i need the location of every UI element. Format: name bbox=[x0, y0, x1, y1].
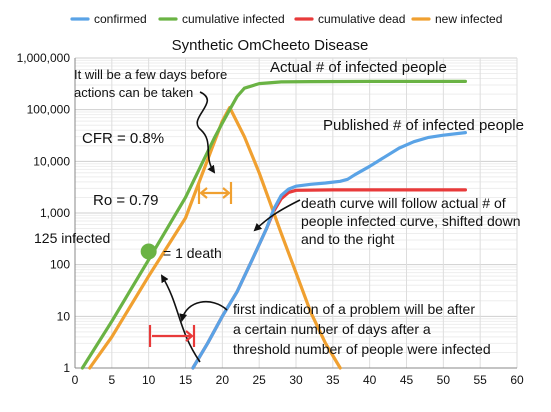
annotation-125-infected: 125 infected bbox=[34, 230, 110, 246]
annotation-first-indication-line3: threshold number of people were infected bbox=[233, 341, 491, 357]
x-tick-label: 10 bbox=[142, 373, 156, 387]
annotation-actual-infected: Actual # of infected people bbox=[270, 59, 447, 76]
x-tick-label: 50 bbox=[437, 373, 451, 387]
y-tick-label: 1,000,000 bbox=[17, 51, 71, 65]
arrow-to-infected-marker bbox=[160, 274, 201, 363]
series-line-new-infected bbox=[88, 105, 342, 370]
y-tick-label: 1 bbox=[63, 361, 70, 375]
legend-label: cumulative infected bbox=[182, 12, 285, 26]
x-tick-label: 40 bbox=[363, 373, 377, 387]
x-tick-label: 15 bbox=[179, 373, 193, 387]
delay-bracket bbox=[197, 182, 233, 204]
x-tick-label: 60 bbox=[510, 373, 524, 387]
annotation-death-curve-line2: people infected curve, shifted down bbox=[301, 213, 520, 229]
arrow-to-death-curve bbox=[253, 199, 301, 232]
y-tick-label: 100,000 bbox=[27, 103, 71, 117]
x-tick-label: 35 bbox=[326, 373, 340, 387]
y-tick-label: 1,000 bbox=[40, 206, 70, 220]
chart-title: Synthetic OmCheeto Disease bbox=[172, 37, 369, 54]
arrow-to-delay-bracket bbox=[196, 91, 216, 174]
legend: confirmed cumulative infected cumulative d… bbox=[70, 12, 502, 26]
y-tick-label: 100 bbox=[50, 258, 70, 272]
y-tick-label: 10 bbox=[57, 309, 71, 323]
annotation-published-infected: Published # of infected people bbox=[323, 117, 524, 134]
annotation-first-indication-line2: a certain number of days after a bbox=[233, 321, 431, 337]
legend-label: new infected bbox=[435, 12, 502, 26]
legend-label: cumulative dead bbox=[318, 12, 405, 26]
series-layer bbox=[80, 79, 467, 370]
annotation-death-curve-line3: and to the right bbox=[301, 231, 395, 247]
annotation-death-curve-line1: death curve will follow actual # of bbox=[301, 195, 506, 211]
annotation-days-before: It will be a few days before actions can… bbox=[74, 67, 227, 100]
x-tick-label: 30 bbox=[289, 373, 303, 387]
y-tick-label: 10,000 bbox=[33, 154, 70, 168]
x-tick-label: 25 bbox=[252, 373, 266, 387]
annotation-arrows bbox=[160, 91, 301, 363]
annotation-first-indication: first indication of a problem will be af… bbox=[233, 301, 491, 357]
annotation-death-curve: death curve will follow actual # of peop… bbox=[301, 195, 520, 247]
arrow-to-threshold-bracket bbox=[179, 301, 228, 322]
annotation-cfr: CFR = 0.8% bbox=[82, 130, 164, 147]
infected-threshold-marker bbox=[140, 243, 157, 260]
x-tick-label: 20 bbox=[216, 373, 230, 387]
axes: 1 10 100 1,000 10,000 100,000 1,000,000 0 5 10 15 2… bbox=[17, 51, 524, 387]
annotation-days-before-line1: It will be a few days before bbox=[74, 67, 227, 82]
legend-label: confirmed bbox=[94, 12, 147, 26]
annotation-first-indication-line1: first indication of a problem will be af… bbox=[233, 301, 475, 317]
annotation-days-before-line2: actions can be taken bbox=[74, 85, 193, 100]
series-line-confirmed bbox=[191, 131, 467, 370]
annotation-ro: Ro = 0.79 bbox=[93, 192, 158, 209]
x-tick-label: 55 bbox=[473, 373, 487, 387]
x-tick-label: 0 bbox=[72, 373, 79, 387]
annotation-one-death: = 1 death bbox=[163, 245, 222, 261]
x-tick-label: 5 bbox=[108, 373, 115, 387]
series-line-cumulative-infected bbox=[80, 79, 467, 370]
x-tick-label: 45 bbox=[400, 373, 414, 387]
threshold-bracket bbox=[148, 325, 196, 347]
